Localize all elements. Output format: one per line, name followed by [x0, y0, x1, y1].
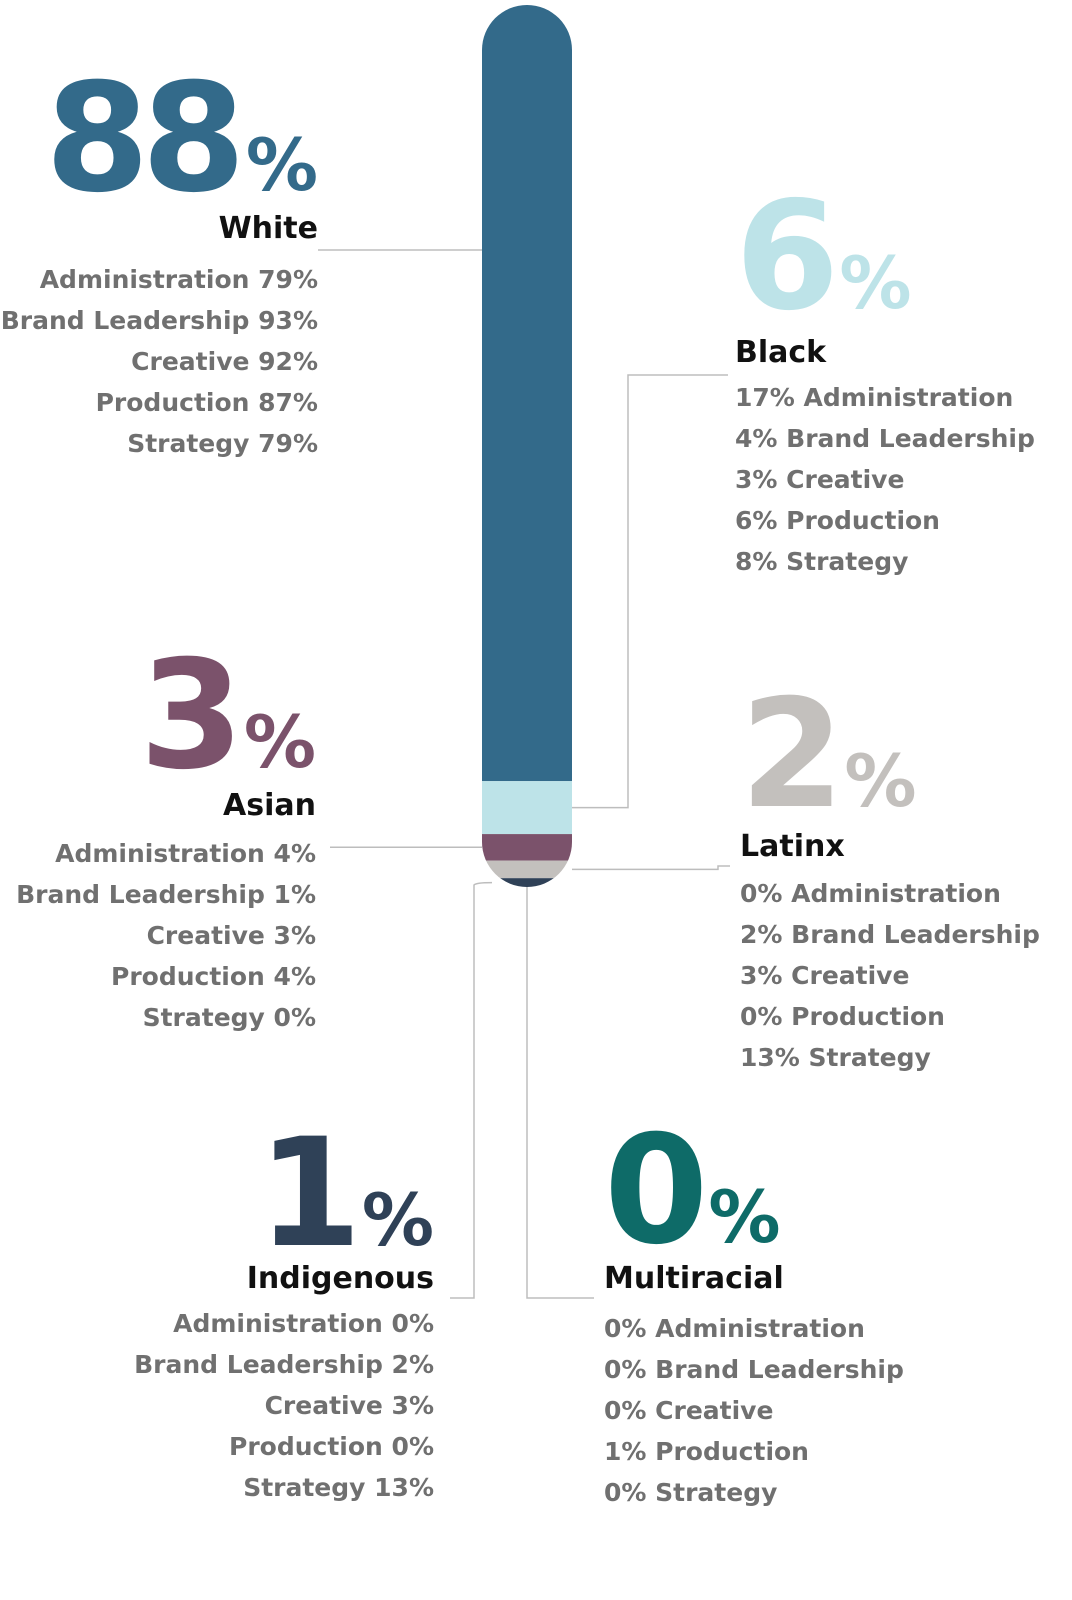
breakdown-line: Brand Leadership 2% [134, 1350, 434, 1379]
breakdown-line: 2% Brand Leadership [740, 920, 1040, 949]
breakdown-line: Administration 79% [40, 265, 318, 294]
leader-line [450, 881, 493, 1299]
value-number: 3 [139, 629, 235, 803]
breakdown-line: Production 0% [229, 1432, 434, 1461]
bar-segment [482, 834, 572, 861]
breakdown-line: Strategy 0% [143, 1003, 316, 1032]
big-value: 6% [735, 170, 912, 344]
breakdown-line: 6% Production [735, 506, 940, 535]
bar-segment [482, 5, 572, 782]
big-value: 88% [45, 52, 318, 226]
value-number: 6 [735, 170, 832, 344]
breakdown-line: 17% Administration [735, 383, 1013, 412]
value-number: 88 [45, 52, 238, 226]
group-name: White [219, 211, 318, 246]
leader-line [526, 887, 594, 1299]
value-number: 2 [740, 668, 836, 842]
breakdown-line: 1% Production [604, 1437, 809, 1466]
bar-segment [482, 781, 572, 835]
leader-line [572, 865, 730, 871]
breakdown-line: 0% Creative [604, 1396, 773, 1425]
breakdown-line: 3% Creative [735, 465, 904, 494]
bar-segment [482, 878, 572, 887]
breakdown-line: Brand Leadership 93% [1, 306, 318, 335]
breakdown-line: 0% Strategy [604, 1478, 777, 1507]
breakdown-line: Production 87% [96, 388, 318, 417]
group-name: Latinx [740, 829, 845, 864]
value-unit: % [844, 739, 916, 823]
breakdown-line: Creative 3% [265, 1391, 434, 1420]
group-name: Asian [223, 788, 316, 823]
breakdown-line: 13% Strategy [740, 1043, 931, 1072]
group-name: Black [735, 335, 827, 370]
breakdown-line: Strategy 13% [243, 1473, 434, 1502]
breakdown-line: 0% Administration [604, 1314, 865, 1343]
value-unit: % [708, 1175, 780, 1259]
group-name: Indigenous [247, 1261, 434, 1296]
breakdown-line: Administration 0% [173, 1309, 434, 1338]
leader-line [572, 374, 728, 809]
stacked-bar [482, 5, 572, 887]
breakdown-line: Brand Leadership 1% [16, 880, 316, 909]
breakdown-line: Strategy 79% [127, 429, 318, 458]
breakdown-line: Creative 3% [147, 921, 316, 950]
value-unit: % [244, 700, 316, 784]
big-value: 1% [257, 1107, 434, 1281]
breakdown-line: Administration 4% [55, 839, 316, 868]
big-value: 3% [139, 629, 316, 803]
breakdown-line: 4% Brand Leadership [735, 424, 1035, 453]
value-unit: % [362, 1178, 434, 1262]
breakdown-line: Creative 92% [131, 347, 318, 376]
breakdown-line: Production 4% [111, 962, 316, 991]
value-unit: % [839, 241, 911, 325]
group-name: Multiracial [604, 1261, 784, 1296]
big-value: 0% [604, 1104, 781, 1278]
breakdown-line: 0% Administration [740, 879, 1001, 908]
bar-segment [482, 860, 572, 879]
value-number: 1 [257, 1107, 353, 1281]
breakdown-line: 8% Strategy [735, 547, 908, 576]
value-unit: % [246, 123, 318, 207]
breakdown-line: 0% Brand Leadership [604, 1355, 904, 1384]
big-value: 2% [740, 668, 917, 842]
breakdown-line: 0% Production [740, 1002, 945, 1031]
value-number: 0 [604, 1104, 702, 1278]
breakdown-line: 3% Creative [740, 961, 909, 990]
